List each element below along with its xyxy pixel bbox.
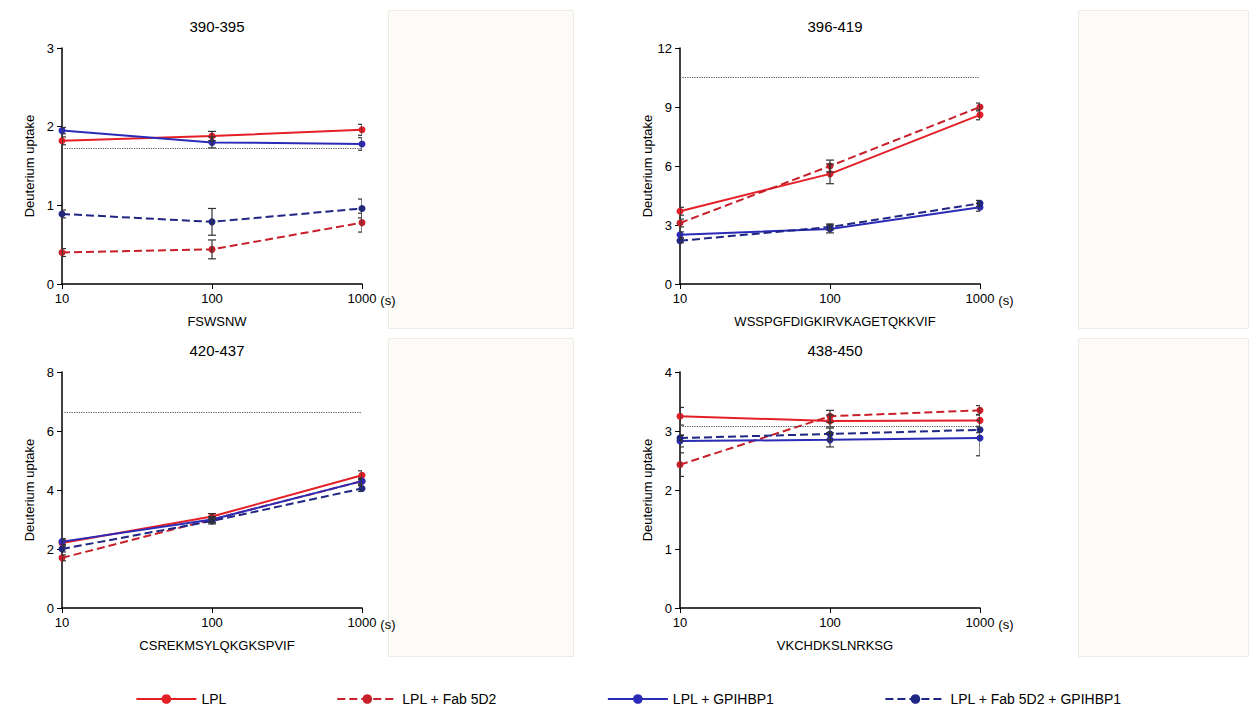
svg-text:3: 3 [47,41,54,56]
svg-text:Deuterium uptake: Deuterium uptake [640,439,655,542]
svg-text:(s): (s) [998,293,1013,308]
svg-text:Deuterium uptake: Deuterium uptake [22,115,37,218]
svg-text:420-437: 420-437 [189,342,244,359]
svg-text:6: 6 [47,424,54,439]
svg-text:WSSPGFDIGKIRVKAGETQKKVIF: WSSPGFDIGKIRVKAGETQKKVIF [734,314,935,329]
svg-text:100: 100 [201,291,223,306]
svg-text:390-395: 390-395 [189,18,244,35]
svg-text:4: 4 [47,483,54,498]
svg-text:6: 6 [665,159,672,174]
svg-text:1000: 1000 [348,291,377,306]
svg-text:8: 8 [47,365,54,380]
svg-text:(s): (s) [380,293,395,308]
svg-text:100: 100 [201,615,223,630]
svg-text:3: 3 [665,424,672,439]
svg-text:LPL + Fab 5D2 + GPIHBP1: LPL + Fab 5D2 + GPIHBP1 [950,691,1121,707]
svg-text:0: 0 [665,277,672,292]
svg-text:0: 0 [665,601,672,616]
svg-text:100: 100 [819,615,841,630]
svg-text:0: 0 [47,601,54,616]
svg-text:CSREKMSYLQKGKSPVIF: CSREKMSYLQKGKSPVIF [139,638,294,653]
svg-text:10: 10 [55,291,69,306]
svg-text:1000: 1000 [348,615,377,630]
svg-text:(s): (s) [380,617,395,632]
svg-text:VKCHDKSLNRKSG: VKCHDKSLNRKSG [777,638,893,653]
svg-text:1: 1 [665,542,672,557]
svg-text:12: 12 [658,41,672,56]
svg-text:FSWSNW: FSWSNW [187,314,247,329]
svg-text:10: 10 [673,291,687,306]
svg-text:0: 0 [47,277,54,292]
svg-text:3: 3 [665,218,672,233]
svg-text:2: 2 [665,483,672,498]
svg-text:1000: 1000 [966,291,995,306]
svg-text:Deuterium uptake: Deuterium uptake [640,115,655,218]
svg-text:10: 10 [55,615,69,630]
svg-text:396-419: 396-419 [807,18,862,35]
svg-text:9: 9 [665,100,672,115]
svg-text:LPL + Fab 5D2: LPL + Fab 5D2 [402,691,496,707]
svg-text:Deuterium uptake: Deuterium uptake [22,439,37,542]
svg-text:2: 2 [47,542,54,557]
svg-text:LPL: LPL [201,691,226,707]
svg-text:1: 1 [47,198,54,213]
svg-text:438-450: 438-450 [807,342,862,359]
svg-text:10: 10 [673,615,687,630]
svg-text:2: 2 [47,119,54,134]
svg-text:(s): (s) [998,617,1013,632]
svg-text:1000: 1000 [966,615,995,630]
svg-text:4: 4 [665,365,672,380]
svg-text:LPL + GPIHBP1: LPL + GPIHBP1 [673,691,774,707]
svg-text:100: 100 [819,291,841,306]
